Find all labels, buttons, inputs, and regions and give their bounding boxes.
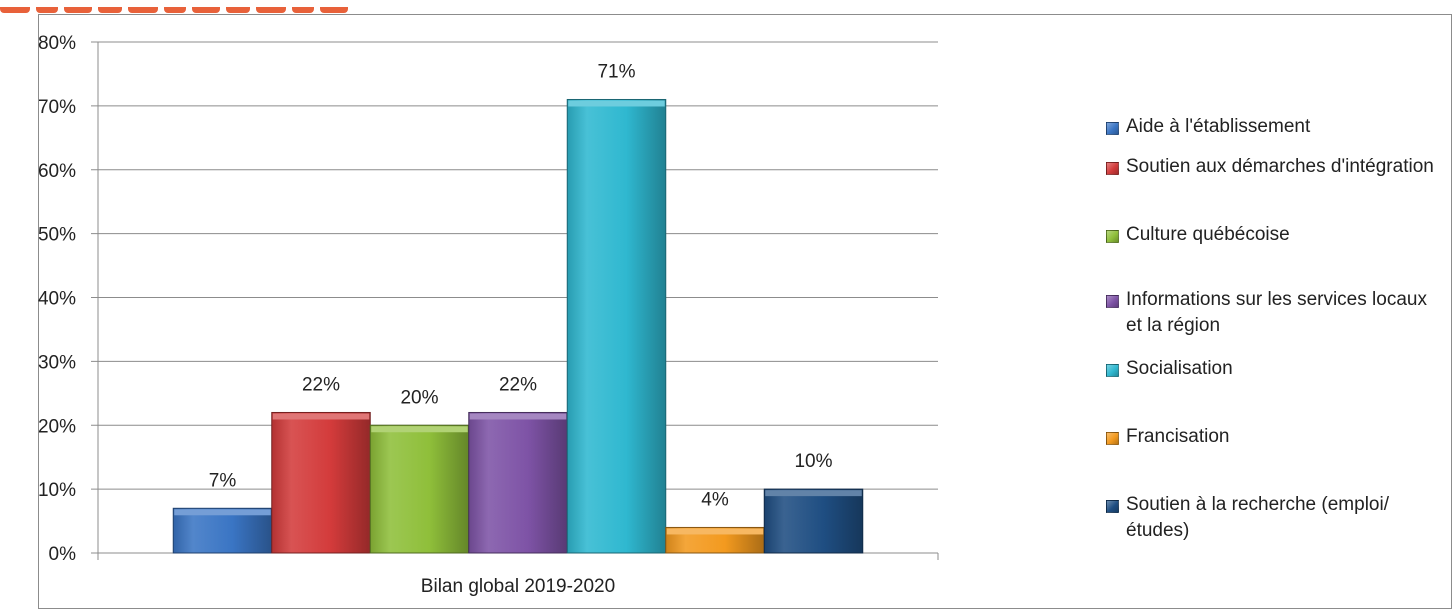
legend-swatch (1106, 122, 1119, 135)
legend-swatch (1106, 364, 1119, 377)
y-tick-label: 30% (38, 352, 76, 373)
bar (566, 98, 667, 554)
data-label: 20% (400, 387, 438, 408)
y-tick-label: 10% (38, 480, 76, 501)
bars (172, 98, 864, 554)
bar-highlight (469, 413, 567, 420)
y-tick-label: 50% (38, 225, 76, 246)
y-tick-label: 80% (38, 33, 76, 54)
legend-item: Aide à l'établissement (1106, 114, 1436, 140)
bar-highlight (272, 413, 370, 420)
legend-swatch (1106, 500, 1119, 513)
data-label: 4% (701, 489, 729, 510)
legend-swatch (1106, 432, 1119, 445)
legend-label: Francisation (1126, 426, 1230, 447)
y-tick-label: 40% (38, 289, 76, 310)
bar (271, 411, 371, 554)
y-tick-label: 0% (49, 544, 77, 565)
legend-label: Soutien à la recherche (emploi/études) (1126, 494, 1389, 541)
legend-label: Informations sur les services locaux et … (1126, 289, 1427, 336)
bar-highlight (765, 490, 862, 497)
x-category-label: Bilan global 2019-2020 (421, 576, 615, 597)
y-tick-label: 70% (38, 97, 76, 118)
legend-item: Culture québécoise (1106, 222, 1436, 248)
data-label: 10% (794, 451, 832, 472)
legend-label: Soutien aux démarches d'intégration (1126, 156, 1434, 177)
legend-label: Aide à l'établissement (1126, 116, 1311, 137)
legend-item: Francisation (1106, 424, 1436, 450)
legend-swatch (1106, 162, 1119, 175)
header-decoration (0, 0, 1455, 14)
legend-label: Socialisation (1126, 358, 1233, 379)
bar (763, 488, 864, 554)
legend-swatch (1106, 295, 1119, 308)
bar (369, 424, 470, 554)
bar-highlight (371, 426, 468, 433)
y-axis-ticks: 0% 10% 20% 30% 40% 50% 60% 70% 80% (38, 33, 76, 565)
legend-item: Socialisation (1106, 356, 1436, 382)
data-label: 22% (302, 374, 340, 395)
data-labels: 7% 22% 20% 22% 71% 4% 10% (209, 61, 833, 510)
bar-highlight (568, 100, 665, 107)
bar-highlight (174, 509, 271, 516)
bar (468, 411, 568, 554)
legend-item: Informations sur les services locaux et … (1106, 287, 1436, 339)
bar-highlight (666, 528, 764, 535)
legend-item: Soutien à la recherche (emploi/études) (1106, 492, 1436, 544)
y-tick-label: 60% (38, 161, 76, 182)
legend-item: Soutien aux démarches d'intégration (1106, 154, 1436, 180)
data-label: 71% (597, 61, 635, 82)
legend-label: Culture québécoise (1126, 224, 1290, 245)
data-label: 22% (499, 374, 537, 395)
y-tick-label: 20% (38, 416, 76, 437)
data-label: 7% (209, 470, 237, 491)
legend-swatch (1106, 230, 1119, 243)
